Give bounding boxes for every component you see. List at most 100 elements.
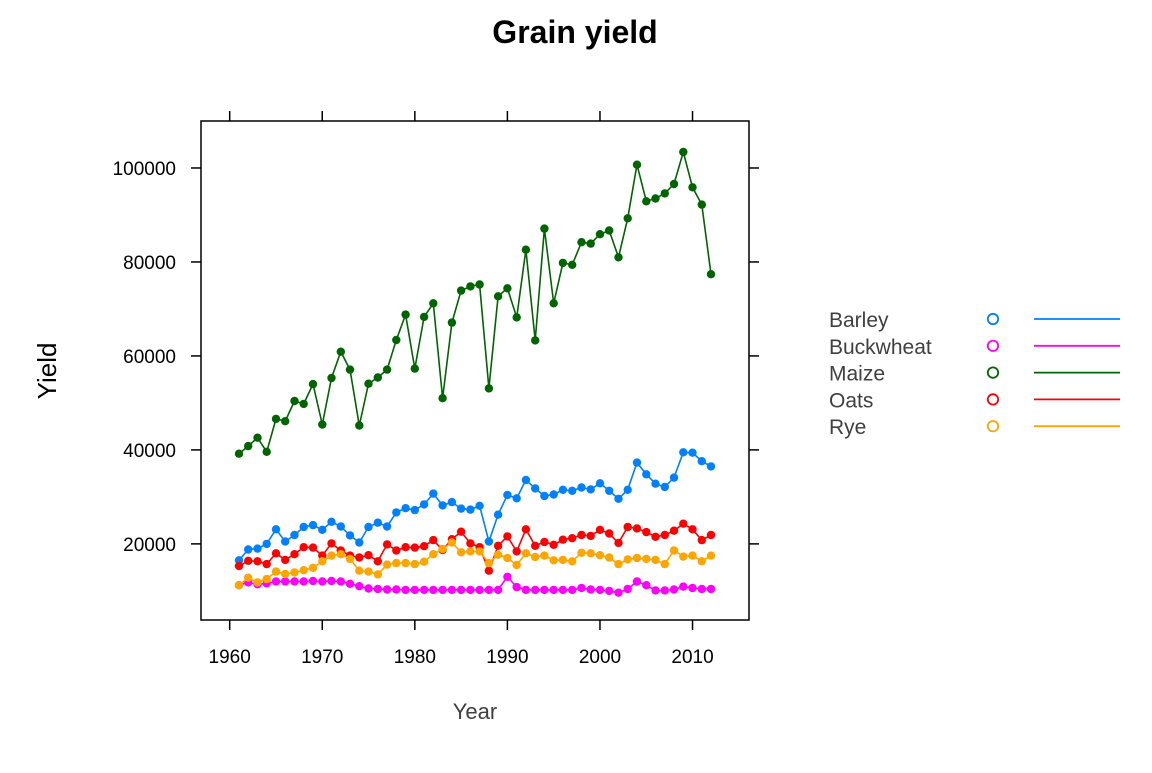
data-point-maize [595,230,605,239]
data-point-rye [234,581,244,590]
data-point-rye [345,554,355,564]
data-point-buckwheat [623,584,632,594]
data-point-buckwheat [503,572,512,581]
data-point-maize [355,421,364,430]
data-point-barley [456,504,466,513]
data-point-buckwheat [336,577,345,586]
series-layer [234,147,716,597]
data-point-rye [318,557,327,566]
data-point-maize [623,214,632,223]
series-rye [234,538,716,590]
legend-marker [986,366,1000,379]
x-tick-label: 2000 [579,647,621,668]
x-axis-label: Year [453,699,497,724]
data-point-oats [382,540,392,549]
data-point-barley [392,508,401,517]
data-point-barley [503,490,512,500]
y-tick-label: 100000 [113,159,176,180]
data-point-maize [503,284,512,293]
data-point-maize [244,441,253,451]
data-point-buckwheat [568,585,577,595]
data-point-oats [512,547,521,556]
data-point-maize [484,384,494,393]
data-point-rye [512,560,521,570]
data-point-rye [503,553,512,563]
axes-layer: 1960 1970 1980 1990 2000 2010 20000 40000 60000 8… [113,111,759,668]
data-point-rye [244,573,253,582]
data-point-rye [531,552,540,562]
data-point-rye [419,557,429,566]
data-point-buckwheat [688,583,697,593]
data-point-barley [281,537,290,546]
data-point-barley [531,484,540,493]
data-point-oats [484,566,494,575]
data-point-oats [364,551,373,560]
data-point-buckwheat [271,577,281,586]
data-point-maize [558,258,568,268]
data-point-maize [438,394,447,403]
data-point-maize [568,260,577,269]
data-point-buckwheat [475,585,484,595]
data-point-barley [401,504,410,513]
data-point-rye [642,554,651,564]
data-point-rye [438,544,447,554]
data-point-maize [605,226,614,235]
data-point-rye [521,549,531,558]
data-point-barley [493,510,503,519]
data-point-oats [466,539,475,548]
data-point-barley [605,486,614,495]
data-point-oats [503,532,512,541]
data-point-barley [318,525,327,534]
data-point-rye [327,551,336,560]
data-point-maize [614,253,623,262]
data-point-rye [697,557,706,566]
plot-frame [200,120,750,621]
data-point-maize [447,318,457,327]
data-point-maize [336,347,345,356]
data-point-maize [660,189,669,198]
data-point-oats [410,543,419,552]
data-point-rye [586,549,595,558]
data-point-oats [327,539,336,548]
data-point-maize [382,365,392,374]
data-point-buckwheat [281,577,290,586]
data-point-rye [447,538,457,547]
data-point-maize [679,147,688,157]
series-barley [234,448,716,565]
data-point-maize [419,312,429,322]
data-point-rye [493,550,503,559]
data-point-oats [521,525,531,534]
data-point-maize [345,365,355,374]
data-point-buckwheat [493,585,503,595]
series-buckwheat [234,572,716,597]
data-point-oats [706,530,716,540]
data-point-oats [660,530,669,540]
data-point-rye [568,557,577,566]
data-point-rye [466,547,475,556]
legend-marker [986,312,1000,326]
data-point-buckwheat [549,585,558,595]
data-point-buckwheat [429,585,438,595]
data-point-oats [493,541,503,550]
data-point-buckwheat [392,585,401,594]
data-point-buckwheat [308,576,318,586]
data-point-buckwheat [614,588,623,597]
data-point-oats [586,531,595,541]
data-point-buckwheat [558,585,568,595]
chart-title: Grain yield [492,14,657,50]
series-line-buckwheat [238,575,711,594]
data-point-buckwheat [531,585,540,595]
data-point-buckwheat [419,585,429,595]
data-point-maize [531,336,540,345]
data-point-rye [475,547,484,556]
data-point-oats [429,535,438,545]
data-point-oats [558,535,568,544]
data-point-oats [605,529,614,538]
legend-label: Maize [829,363,885,386]
data-point-barley [244,545,253,554]
legend-marker [986,339,1000,352]
data-point-maize [429,299,438,308]
data-point-barley [642,470,651,479]
data-point-maize [364,379,373,388]
